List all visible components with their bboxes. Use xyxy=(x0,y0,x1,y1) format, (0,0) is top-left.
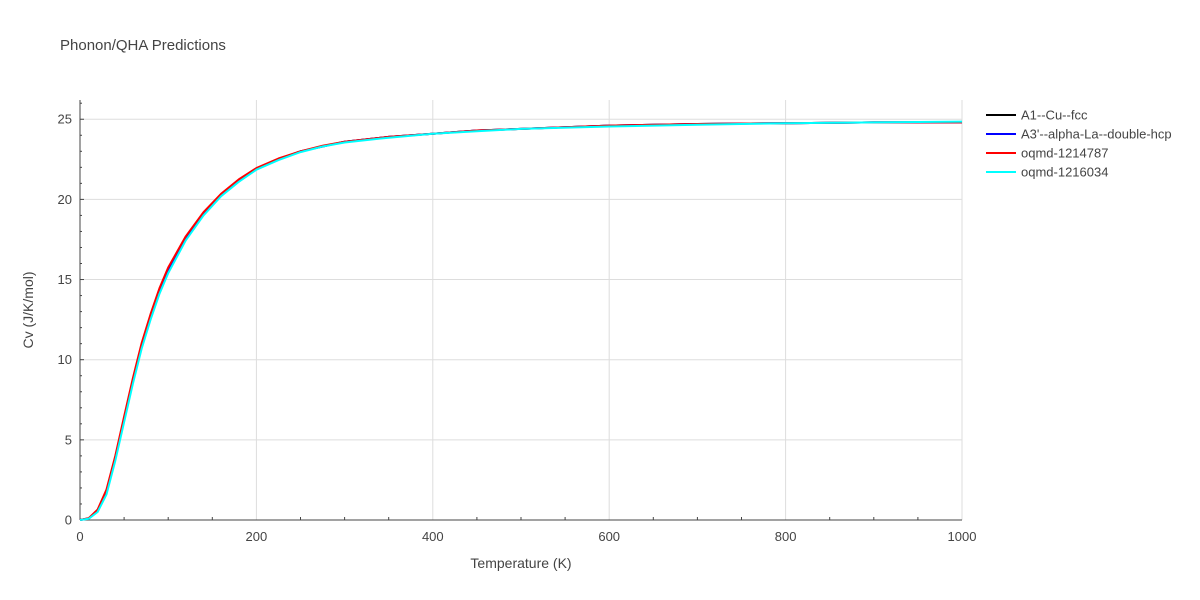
series-lines xyxy=(79,120,963,521)
legend-label-3: oqmd-1214787 xyxy=(1021,146,1108,161)
x-tick-label: 1000 xyxy=(948,529,977,544)
y-tick-label: 10 xyxy=(58,352,72,367)
series-line-1 xyxy=(79,121,962,521)
y-tick-label: 0 xyxy=(65,513,72,528)
x-axis-label: Temperature (K) xyxy=(470,555,571,571)
series-line-3 xyxy=(79,121,962,521)
x-tick-label: 600 xyxy=(598,529,620,544)
y-ticks: 0 5 10 15 20 25 xyxy=(58,112,72,528)
x-tick-label: 800 xyxy=(775,529,797,544)
legend: A1--Cu--fcc A3'--alpha-La--double-hcp oqmd… xyxy=(986,108,1172,180)
x-tick-label: 0 xyxy=(76,529,83,544)
grid xyxy=(80,100,963,520)
legend-label-1: A1--Cu--fcc xyxy=(1021,108,1088,123)
y-axis-label: Cv (J/K/mol) xyxy=(20,272,36,349)
y-tick-label: 5 xyxy=(65,432,72,447)
legend-label-4: oqmd-1216034 xyxy=(1021,165,1108,180)
y-tick-label: 15 xyxy=(58,272,72,287)
x-tick-label: 200 xyxy=(246,529,268,544)
axes xyxy=(79,100,962,521)
x-tick-label: 400 xyxy=(422,529,444,544)
x-ticks: 0 200 400 600 800 1000 xyxy=(76,529,976,544)
series-line-4 xyxy=(79,120,963,521)
legend-label-2: A3'--alpha-La--double-hcp xyxy=(1021,127,1172,142)
series-line-2 xyxy=(79,121,962,521)
chart-title: Phonon/QHA Predictions xyxy=(60,37,226,54)
y-tick-label: 25 xyxy=(58,112,72,127)
y-tick-label: 20 xyxy=(58,192,72,207)
